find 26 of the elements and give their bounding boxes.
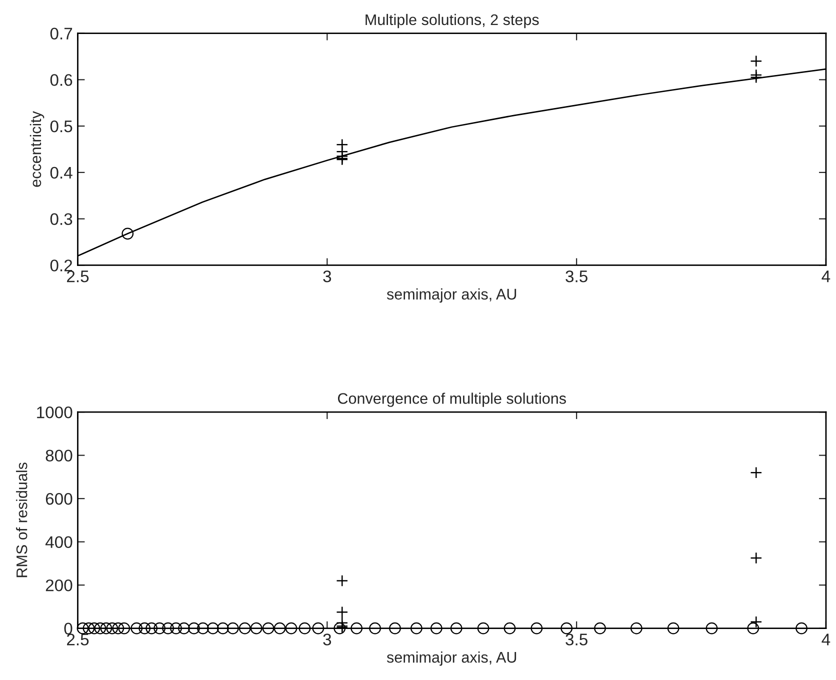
y-tick-label: 0.7: [50, 28, 72, 40]
y-tick-label: 400: [45, 536, 72, 548]
y-tick-label: 0.4: [50, 166, 72, 179]
x-tick-label: 2.5: [67, 270, 89, 282]
y-tick-label: 0: [64, 622, 72, 635]
x-tick-label: 4: [822, 270, 830, 282]
x-axis-title: semimajor axis, AU: [386, 288, 516, 303]
x-tick-label: 3: [323, 634, 332, 646]
y-tick-label: 0.6: [50, 74, 72, 86]
y-tick-label: 0.3: [50, 213, 72, 226]
y-axis-title: RMS of residuals: [16, 462, 28, 578]
x-tick-label: 4: [822, 634, 830, 646]
chart-title: Convergence of multiple solutions: [338, 392, 566, 407]
chart-title: Multiple solutions, 2 steps: [366, 14, 539, 28]
x-axis-title: semimajor axis, AU: [386, 651, 516, 666]
y-tick-label: 0.5: [50, 120, 72, 132]
x-tick-label: 3: [323, 270, 332, 282]
y-axis-title: eccentricity: [30, 111, 44, 187]
y-tick-label: 200: [46, 579, 72, 592]
x-tick-label: 2.5: [67, 634, 89, 646]
y-tick-label: 800: [46, 450, 72, 462]
y-tick-label: 0.2: [50, 260, 72, 272]
x-tick-label: 3.5: [566, 634, 588, 646]
y-tick-label: 600: [46, 492, 72, 505]
x-tick-label: 3.5: [566, 270, 588, 282]
y-tick-label: 1000: [37, 406, 72, 418]
